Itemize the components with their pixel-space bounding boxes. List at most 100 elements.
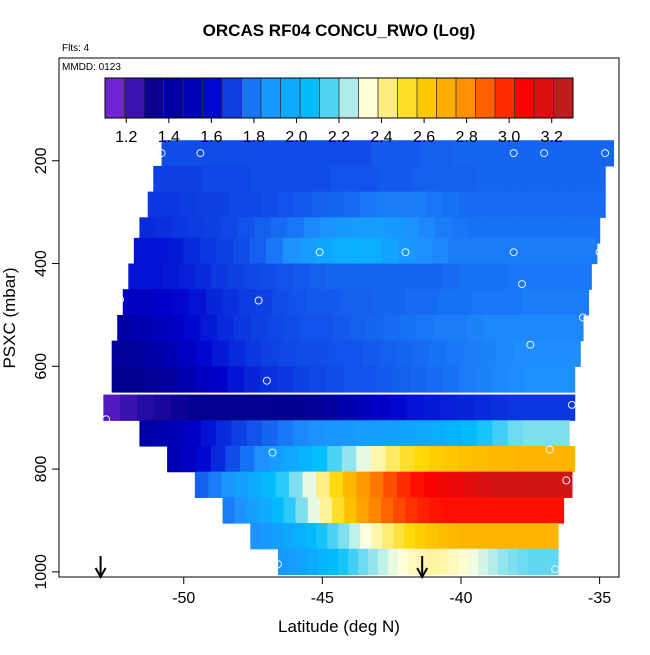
- heatmap-cell: [476, 165, 493, 193]
- colorbar-tick-label: 1.6: [200, 129, 222, 146]
- heatmap-cell: [183, 237, 201, 265]
- heatmap-cell: [507, 191, 525, 218]
- heatmap-cell: [312, 445, 328, 473]
- heatmap-cell: [541, 263, 559, 290]
- flights-label: Flts: 4: [62, 43, 90, 54]
- heatmap-cell: [226, 140, 243, 167]
- heatmap-cell: [210, 445, 226, 473]
- heatmap-cell: [166, 237, 185, 265]
- heatmap-cell: [459, 263, 477, 290]
- heatmap-cell: [188, 217, 206, 244]
- heatmap-cell: [195, 340, 213, 367]
- heatmap-cell: [355, 289, 373, 316]
- heatmap-cell: [558, 471, 573, 498]
- heatmap-cell: [339, 140, 356, 167]
- colorbar-tick-label: 2.2: [328, 129, 350, 146]
- heatmap-cell: [453, 497, 467, 524]
- heatmap-cell: [491, 471, 506, 498]
- heatmap-cell: [212, 340, 230, 367]
- heatmap-cell: [178, 340, 196, 367]
- heatmap-cell: [254, 217, 272, 244]
- heatmap-cell: [497, 237, 515, 265]
- heatmap-cell: [271, 394, 290, 421]
- heatmap-cell: [415, 420, 432, 447]
- heatmap-cells: [103, 140, 615, 576]
- heatmap-cell: [250, 523, 262, 550]
- heatmap-cell: [322, 394, 340, 421]
- heatmap-cell: [388, 289, 407, 316]
- heatmap-cell: [221, 217, 239, 244]
- heatmap-cell: [316, 471, 331, 498]
- heatmap-cell: [441, 497, 455, 524]
- colorbar-segment: [495, 78, 515, 118]
- flight-point: [518, 280, 526, 289]
- heatmap-cell: [518, 548, 529, 576]
- heatmap-cell: [350, 314, 368, 342]
- heatmap-cell: [289, 471, 304, 498]
- colorbar-segment: [514, 78, 535, 118]
- heatmap-cell: [383, 471, 398, 498]
- heatmap-cell: [566, 314, 584, 342]
- heatmap-cell: [275, 471, 290, 498]
- heatmap-cell: [541, 366, 559, 393]
- heatmap-cell: [262, 471, 277, 498]
- heatmap-cell: [356, 497, 370, 524]
- heatmap-cell: [540, 394, 559, 421]
- heatmap-cell: [139, 289, 157, 316]
- heatmap-cell: [338, 523, 350, 550]
- heatmap-cell: [395, 165, 413, 193]
- heatmap-cell: [539, 191, 557, 218]
- heatmap-cell: [344, 497, 358, 524]
- heatmap-cell: [514, 523, 526, 550]
- heatmap-cell: [320, 217, 338, 244]
- heatmap-cell: [487, 445, 503, 473]
- flight-point: [268, 448, 277, 457]
- heatmap-cell: [478, 548, 489, 576]
- heatmap-cell: [438, 289, 457, 316]
- heatmap-cell: [382, 523, 394, 550]
- colorbar-ticks: 1.2 1.4 1.6 1.8 2.0 2.2 2.4 2.6 2.8 3.0 3.2: [115, 118, 563, 146]
- heatmap-cell: [435, 217, 453, 244]
- heatmap-cell: [369, 420, 386, 447]
- heatmap-cell: [356, 471, 371, 498]
- heatmap-cell: [111, 340, 129, 367]
- colorbar-segment: [222, 78, 242, 118]
- heatmap-cell: [185, 165, 203, 193]
- heatmap-cell: [466, 314, 484, 342]
- heatmap-cell: [272, 523, 284, 550]
- heatmap-cell: [181, 445, 197, 473]
- heatmap-cell: [170, 394, 189, 421]
- heatmap-cell: [536, 523, 548, 550]
- heatmap-cell: [258, 140, 276, 167]
- heatmap-cell: [446, 340, 464, 367]
- heatmap-cell: [406, 394, 424, 421]
- heatmap-cell: [177, 366, 195, 393]
- colorbar-tick-label: 3.0: [498, 129, 520, 146]
- heatmap-cell: [472, 445, 488, 473]
- heatmap-cell: [425, 263, 444, 290]
- heatmap-cell: [248, 471, 263, 498]
- heatmap-cell: [555, 289, 573, 316]
- heatmap-cell: [246, 420, 263, 447]
- heatmap-cell: [481, 523, 493, 550]
- x-tick-label: -40: [449, 590, 472, 607]
- heatmap-cell: [370, 445, 387, 473]
- heatmap-cell: [516, 314, 534, 342]
- heatmap-cell: [533, 217, 551, 244]
- heatmap-cell: [177, 263, 196, 290]
- heatmap-cell: [459, 523, 471, 550]
- heatmap-cell: [329, 471, 344, 498]
- heatmap-cell: [330, 165, 348, 193]
- x-tick-label: -45: [311, 590, 334, 607]
- heatmap-cell: [388, 548, 399, 576]
- heatmap-cell: [295, 340, 314, 367]
- heatmap-cell: [243, 366, 262, 393]
- heatmap-cell: [393, 523, 405, 550]
- heatmap-cell: [216, 420, 233, 447]
- heatmap-cell: [185, 420, 202, 447]
- heatmap-cell: [399, 314, 418, 342]
- heatmap-cell: [461, 420, 478, 447]
- heatmap-cell: [409, 263, 427, 290]
- colorbar-tick-label: 3.2: [541, 129, 563, 146]
